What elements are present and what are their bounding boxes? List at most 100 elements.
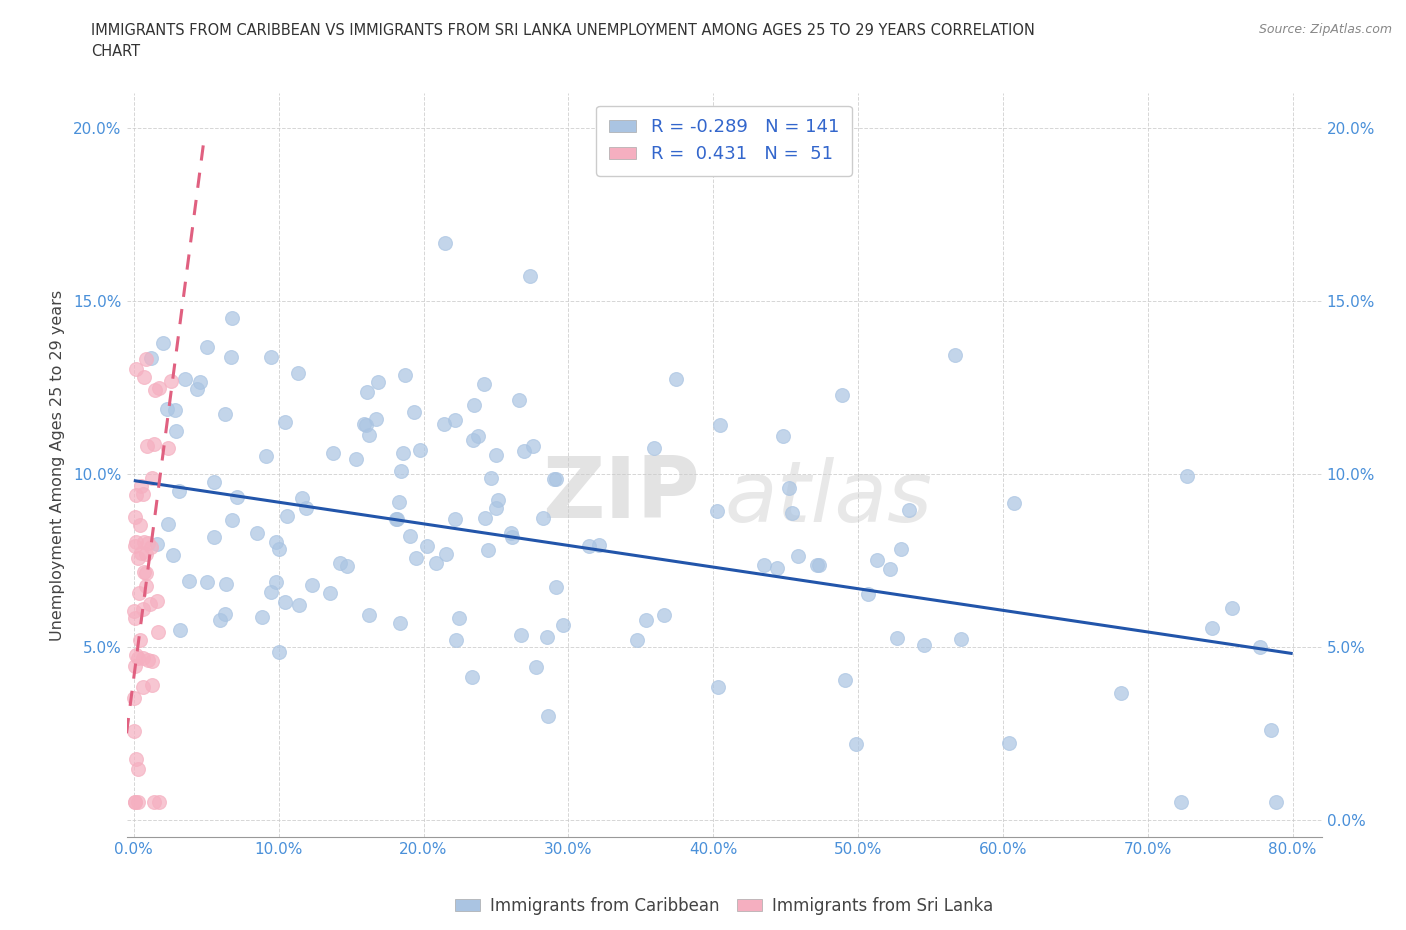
Text: IMMIGRANTS FROM CARIBBEAN VS IMMIGRANTS FROM SRI LANKA UNEMPLOYMENT AMONG AGES 2: IMMIGRANTS FROM CARIBBEAN VS IMMIGRANTS …	[91, 23, 1035, 38]
Point	[124, 795, 146, 810]
Point	[269, 644, 291, 659]
Point	[135, 566, 157, 581]
Point	[221, 512, 243, 527]
Point	[135, 352, 157, 366]
Point	[124, 361, 146, 376]
Point	[132, 602, 155, 617]
Point	[124, 795, 146, 810]
Point	[1109, 685, 1132, 700]
Point	[524, 659, 547, 674]
Point	[399, 528, 422, 543]
Point	[132, 369, 155, 384]
Point	[124, 611, 146, 626]
Point	[169, 622, 191, 637]
Point	[461, 432, 484, 447]
Point	[831, 388, 853, 403]
Point	[141, 471, 163, 485]
Point	[359, 608, 381, 623]
Point	[665, 371, 688, 386]
Point	[513, 444, 536, 458]
Text: ZIP: ZIP	[543, 453, 700, 537]
Point	[501, 529, 523, 544]
Point	[537, 709, 560, 724]
Point	[889, 541, 911, 556]
Point	[132, 680, 155, 695]
Point	[479, 471, 502, 485]
Point	[264, 535, 287, 550]
Point	[208, 613, 231, 628]
Point	[141, 539, 163, 554]
Point	[125, 535, 148, 550]
Point	[866, 552, 889, 567]
Point	[288, 598, 311, 613]
Point	[474, 511, 496, 525]
Point	[544, 472, 567, 487]
Point	[706, 503, 728, 518]
Point	[259, 350, 281, 365]
Point	[129, 632, 152, 647]
Point	[274, 595, 297, 610]
Point	[415, 538, 437, 553]
Point	[858, 587, 880, 602]
Point	[125, 487, 148, 502]
Point	[808, 557, 831, 572]
Point	[392, 446, 415, 461]
Point	[394, 367, 416, 382]
Point	[472, 376, 495, 391]
Point	[197, 574, 219, 589]
Point	[221, 311, 243, 325]
Point	[146, 537, 169, 551]
Point	[433, 417, 456, 432]
Point	[707, 680, 730, 695]
Point	[226, 489, 249, 504]
Point	[467, 429, 489, 444]
Point	[499, 525, 522, 540]
Point	[434, 547, 457, 562]
Point	[434, 236, 457, 251]
Point	[127, 551, 149, 565]
Point	[186, 381, 208, 396]
Point	[353, 417, 375, 432]
Point	[834, 672, 856, 687]
Point	[188, 375, 211, 390]
Point	[276, 509, 298, 524]
Point	[124, 751, 146, 766]
Point	[163, 403, 186, 418]
Point	[156, 441, 179, 456]
Point	[522, 439, 544, 454]
Point	[806, 558, 828, 573]
Point	[124, 510, 146, 525]
Point	[252, 610, 274, 625]
Point	[354, 418, 377, 432]
Point	[384, 512, 406, 526]
Point	[1201, 620, 1223, 635]
Point	[519, 269, 541, 284]
Point	[626, 632, 648, 647]
Point	[131, 650, 153, 665]
Point	[443, 512, 465, 526]
Point	[141, 677, 163, 692]
Point	[294, 500, 316, 515]
Point	[344, 452, 367, 467]
Point	[425, 555, 447, 570]
Point	[254, 449, 277, 464]
Point	[485, 447, 508, 462]
Point	[1265, 795, 1288, 810]
Point	[127, 762, 149, 777]
Point	[135, 438, 157, 453]
Point	[588, 538, 610, 552]
Point	[578, 538, 600, 553]
Point	[287, 366, 309, 381]
Text: Source: ZipAtlas.com: Source: ZipAtlas.com	[1258, 23, 1392, 36]
Point	[162, 548, 184, 563]
Point	[1222, 600, 1244, 615]
Point	[943, 348, 966, 363]
Point	[356, 384, 378, 399]
Point	[461, 670, 484, 684]
Point	[246, 525, 269, 540]
Point	[174, 372, 197, 387]
Point	[443, 413, 465, 428]
Point	[329, 555, 352, 570]
Point	[845, 737, 868, 751]
Point	[146, 594, 169, 609]
